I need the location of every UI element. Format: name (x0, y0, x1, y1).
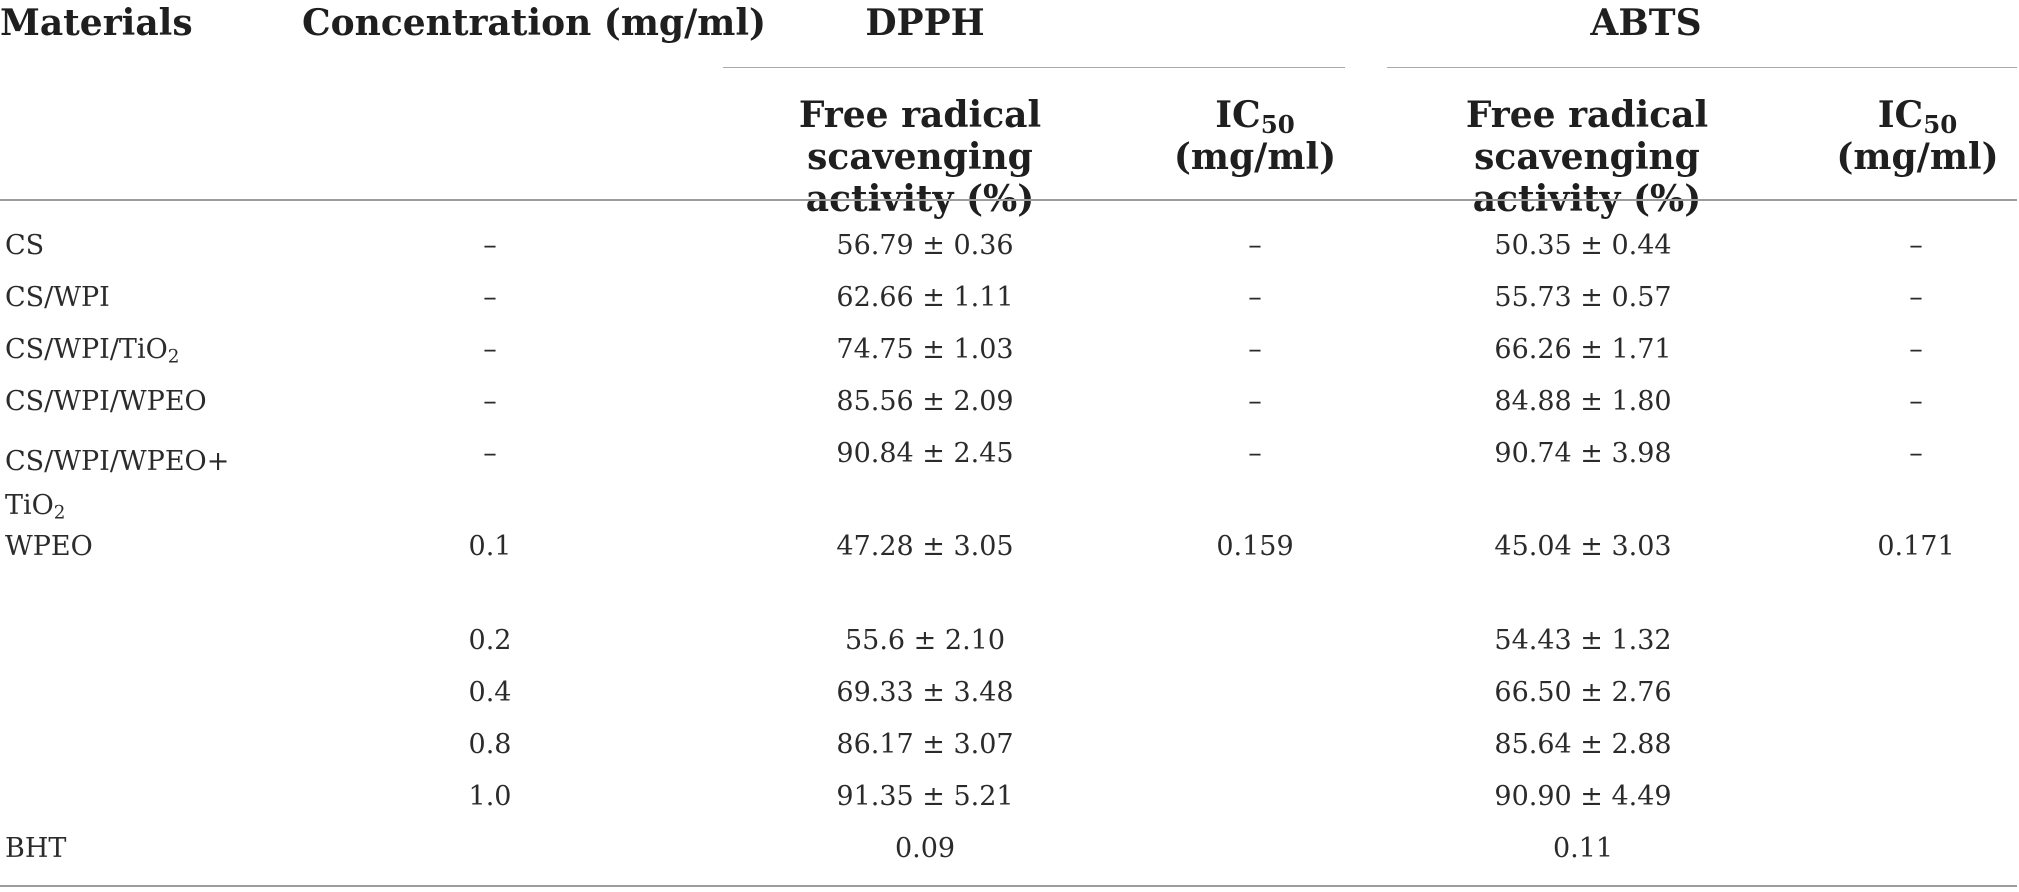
row-dpph-activity: 55.6 ± 2.10 (844, 625, 1006, 656)
row-abts-activity: 90.90 ± 4.49 (1494, 781, 1672, 812)
header-dpph-activity: Free radical scavenging activity (%) (798, 94, 1042, 220)
row-dpph-activity: 56.79 ± 0.36 (836, 230, 1014, 261)
header-rule (0, 199, 2017, 201)
row-material: CS/WPI/WPEO+ TiO2 (5, 446, 230, 524)
row-concentration: 0.2 (468, 625, 512, 656)
row-concentration: – (483, 334, 497, 365)
row-dpph-activity: 85.56 ± 2.09 (836, 386, 1014, 417)
row-abts-activity: 90.74 ± 3.98 (1494, 438, 1672, 469)
header-abts: ABTS (1590, 2, 1702, 44)
row-dpph-ic50: – (1248, 386, 1262, 417)
header-concentration: Concentration (mg/ml) (302, 2, 767, 44)
row-abts-activity: 55.73 ± 0.57 (1494, 282, 1672, 313)
row-concentration: – (483, 282, 497, 313)
row-concentration: – (483, 230, 497, 261)
row-dpph-activity: 47.28 ± 3.05 (836, 531, 1014, 562)
row-dpph-activity: 91.35 ± 5.21 (836, 781, 1014, 812)
row-dpph-activity: 0.09 (894, 833, 956, 864)
row-abts-ic50: – (1909, 334, 1923, 365)
row-material: CS (5, 230, 45, 261)
header-dpph: DPPH (865, 2, 985, 44)
row-dpph-activity: 62.66 ± 1.11 (836, 282, 1014, 313)
row-material: CS/WPI/WPEO (5, 386, 207, 417)
row-concentration: – (483, 386, 497, 417)
row-abts-ic50: – (1909, 282, 1923, 313)
row-dpph-ic50: – (1248, 334, 1262, 365)
row-abts-activity: 45.04 ± 3.03 (1494, 531, 1672, 562)
row-abts-ic50: – (1909, 438, 1923, 469)
row-concentration: 0.4 (468, 677, 512, 708)
header-dpph-ic50: IC50 (mg/ml) (1173, 94, 1337, 178)
row-concentration: 0.8 (468, 729, 512, 760)
row-abts-ic50: – (1909, 386, 1923, 417)
row-abts-activity: 84.88 ± 1.80 (1494, 386, 1672, 417)
row-abts-activity: 0.11 (1552, 833, 1614, 864)
row-abts-activity: 50.35 ± 0.44 (1494, 230, 1672, 261)
row-abts-activity: 85.64 ± 2.88 (1494, 729, 1672, 760)
header-materials: Materials (0, 2, 193, 44)
row-abts-ic50: 0.171 (1877, 531, 1955, 562)
row-dpph-activity: 86.17 ± 3.07 (836, 729, 1014, 760)
header-abts-activity: Free radical scavenging activity (%) (1465, 94, 1709, 220)
row-dpph-activity: 74.75 ± 1.03 (836, 334, 1014, 365)
row-abts-activity: 66.26 ± 1.71 (1494, 334, 1672, 365)
row-dpph-activity: 90.84 ± 2.45 (836, 438, 1014, 469)
row-material: WPEO (5, 531, 93, 562)
header-abts-ic50: IC50 (mg/ml) (1836, 94, 1999, 178)
abts-group-rule (1387, 67, 2017, 68)
row-dpph-activity: 69.33 ± 3.48 (836, 677, 1014, 708)
row-concentration: 1.0 (468, 781, 512, 812)
row-material: CS/WPI/TiO2 (5, 334, 180, 368)
row-dpph-ic50: – (1248, 282, 1262, 313)
row-material: CS/WPI (5, 282, 110, 313)
row-abts-activity: 54.43 ± 1.32 (1494, 625, 1672, 656)
row-material: BHT (5, 833, 67, 864)
row-concentration: 0.1 (468, 531, 512, 562)
row-abts-ic50: – (1909, 230, 1923, 261)
row-abts-activity: 66.50 ± 2.76 (1494, 677, 1672, 708)
row-dpph-ic50: 0.159 (1216, 531, 1294, 562)
row-concentration: – (483, 438, 497, 469)
row-dpph-ic50: – (1248, 230, 1262, 261)
dpph-group-rule (723, 67, 1345, 68)
row-dpph-ic50: – (1248, 438, 1262, 469)
footer-rule (0, 885, 2017, 887)
